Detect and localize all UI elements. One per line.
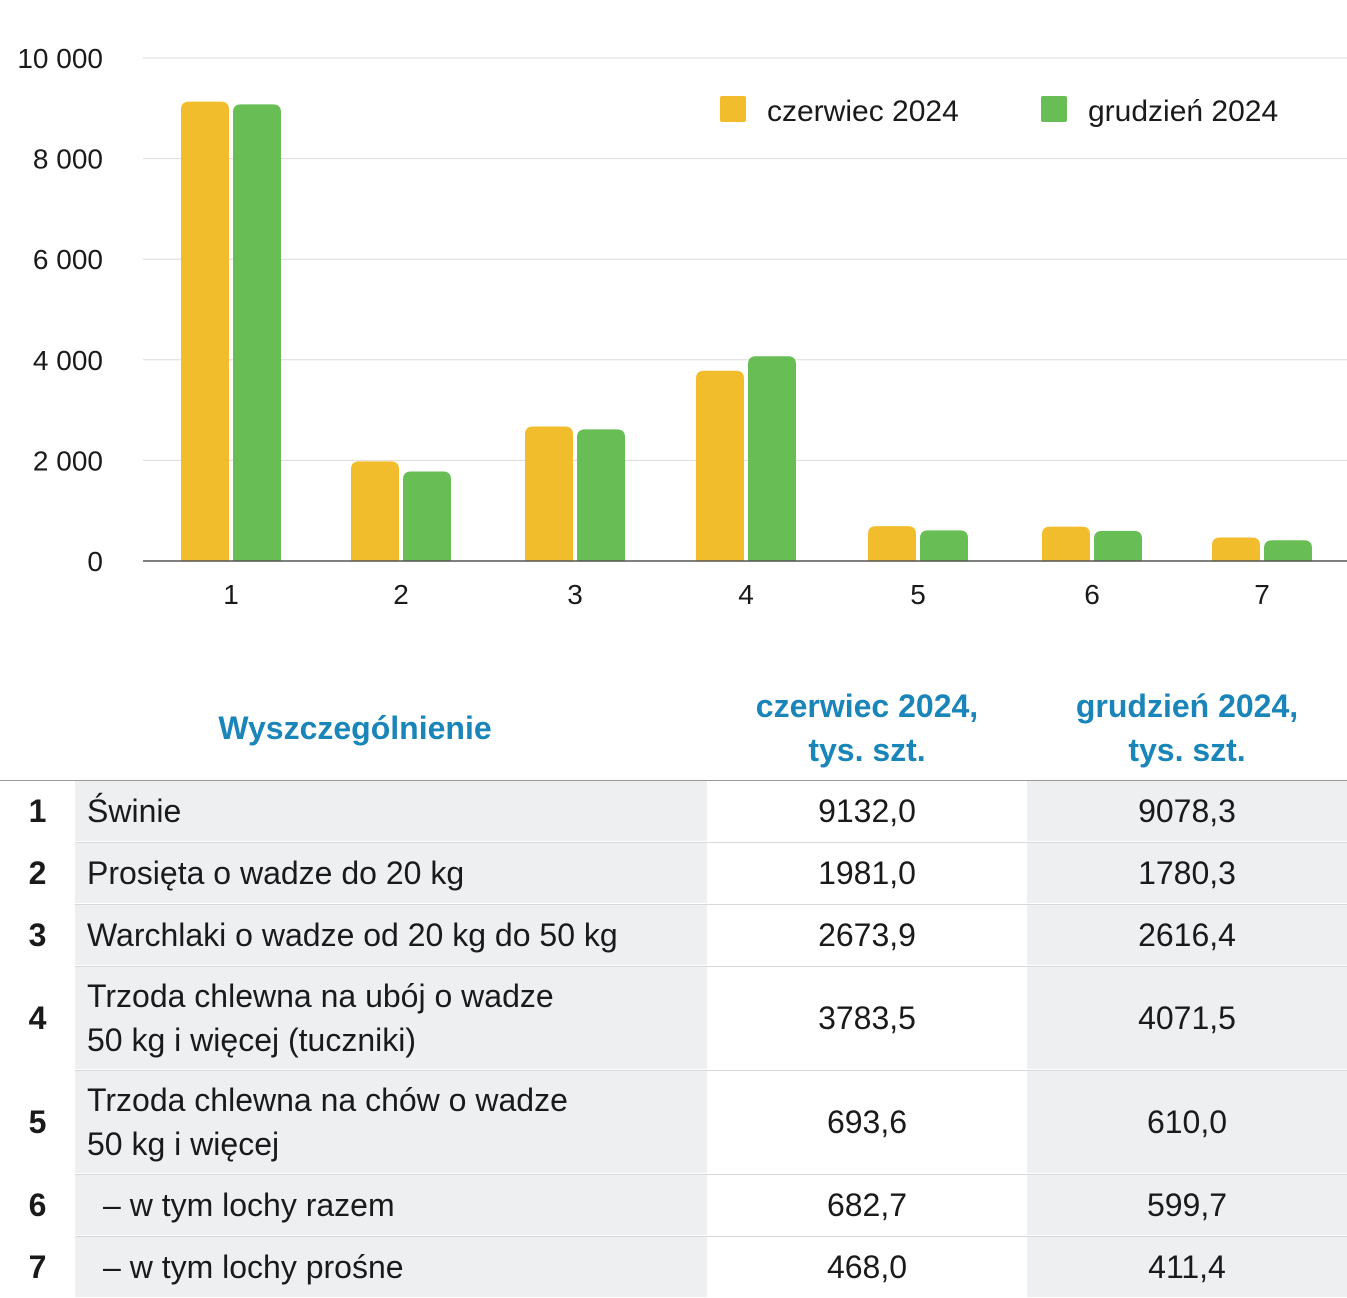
value-grudzien: 1780,3 — [1027, 843, 1347, 903]
x-axis-ticks: 1 2 3 4 5 6 7 — [223, 579, 1270, 610]
row-name-line: 50 kg i więcej (tuczniki) — [87, 1022, 416, 1058]
row-name: – w tym lochy prośne — [75, 1237, 707, 1297]
table-row: 6 – w tym lochy razem 682,7 599,7 — [0, 1175, 1347, 1236]
bar-czerwiec-7 — [1212, 537, 1260, 561]
value-grudzien: 9078,3 — [1027, 781, 1347, 841]
y-tick-label: 10 000 — [17, 43, 103, 74]
bar-chart: 0 2 000 4 000 6 000 8 000 10 000 1 2 3 4 5 6 7 czer… — [17, 43, 1347, 610]
row-name-line: Prosięta o wadze do 20 kg — [87, 855, 465, 891]
bar-grudzien-3 — [577, 429, 625, 561]
x-tick-label: 4 — [738, 579, 754, 610]
row-number: 1 — [0, 781, 75, 841]
y-tick-label: 4 000 — [33, 345, 103, 376]
table-row: 2 Prosięta o wadze do 20 kg 1981,0 1780,3 — [0, 843, 1347, 904]
row-name-line: 50 kg i więcej — [87, 1126, 280, 1162]
x-tick-label: 7 — [1254, 579, 1270, 610]
header-col2: grudzień 2024, tys. szt. — [1027, 684, 1347, 772]
row-name-line: Warchlaki o wadze od 20 kg do 50 kg — [87, 917, 618, 953]
table-body: 1 Świnie 9132,0 9078,3 2 Prosięta o wadze do … — [0, 781, 1347, 1298]
y-tick-label: 0 — [87, 546, 103, 577]
value-grudzien: 610,0 — [1027, 1071, 1347, 1173]
row-number: 2 — [0, 843, 75, 903]
value-czerwiec: 682,7 — [707, 1175, 1027, 1235]
value-czerwiec: 9132,0 — [707, 781, 1027, 841]
value-czerwiec: 1981,0 — [707, 843, 1027, 903]
value-grudzien: 4071,5 — [1027, 967, 1347, 1069]
bar-grudzien-6 — [1094, 530, 1142, 561]
value-czerwiec: 693,6 — [707, 1071, 1027, 1173]
legend-label-czerwiec: czerwiec 2024 — [767, 95, 959, 128]
y-tick-label: 6 000 — [33, 244, 103, 275]
row-number: 3 — [0, 905, 75, 965]
row-number: 7 — [0, 1237, 75, 1297]
y-axis-ticks: 0 2 000 4 000 6 000 8 000 10 000 — [17, 43, 103, 577]
x-tick-label: 5 — [910, 579, 926, 610]
legend-swatch-grudzien — [1041, 96, 1067, 122]
bar-czerwiec-6 — [1042, 526, 1090, 561]
row-name: Świnie — [75, 781, 707, 841]
bar-grudzien-5 — [920, 530, 968, 561]
row-name: Warchlaki o wadze od 20 kg do 50 kg — [75, 905, 707, 965]
row-name: Prosięta o wadze do 20 kg — [75, 843, 707, 903]
bar-czerwiec-3 — [525, 426, 573, 561]
legend-swatch-czerwiec — [720, 96, 746, 122]
chart-legend: czerwiec 2024 grudzień 2024 — [720, 95, 1278, 128]
header-col1-line2: tys. szt. — [808, 732, 926, 768]
bar-grudzien-1 — [233, 104, 281, 561]
row-name: Trzoda chlewna na ubój o wadze 50 kg i wi… — [75, 967, 707, 1069]
header-col2-line2: tys. szt. — [1128, 732, 1246, 768]
row-name-line: Trzoda chlewna na chów o wadze — [87, 1082, 568, 1118]
bar-grudzien-4 — [748, 356, 796, 561]
x-tick-label: 6 — [1084, 579, 1100, 610]
value-czerwiec: 2673,9 — [707, 905, 1027, 965]
x-tick-label: 1 — [223, 579, 239, 610]
row-name-line: – w tym lochy razem — [87, 1187, 395, 1223]
bar-grudzien-2 — [403, 471, 451, 561]
value-czerwiec: 468,0 — [707, 1237, 1027, 1297]
row-separator — [75, 842, 1347, 843]
chart-bars — [181, 101, 1312, 561]
table-row: 5 Trzoda chlewna na chów o wadze 50 kg i w… — [0, 1071, 1347, 1174]
header-col1: czerwiec 2024, tys. szt. — [707, 684, 1027, 772]
bar-grudzien-7 — [1264, 540, 1312, 561]
table-header: Wyszczególnienie czerwiec 2024, tys. szt… — [0, 680, 1347, 781]
table-row: 1 Świnie 9132,0 9078,3 — [0, 781, 1347, 842]
header-name: Wyszczególnienie — [218, 710, 492, 746]
x-tick-label: 3 — [567, 579, 583, 610]
row-separator — [75, 1070, 1347, 1071]
y-tick-label: 8 000 — [33, 144, 103, 175]
legend-label-grudzien: grudzień 2024 — [1088, 95, 1278, 128]
table-row: 3 Warchlaki o wadze od 20 kg do 50 kg 2673… — [0, 905, 1347, 966]
row-separator — [75, 904, 1347, 905]
row-name-line: Świnie — [87, 793, 182, 829]
row-name-line: – w tym lochy prośne — [87, 1249, 404, 1285]
value-czerwiec: 3783,5 — [707, 967, 1027, 1069]
row-separator — [75, 966, 1347, 967]
value-grudzien: 411,4 — [1027, 1237, 1347, 1297]
table-row: 4 Trzoda chlewna na ubój o wadze 50 kg i w… — [0, 967, 1347, 1070]
row-separator — [75, 1174, 1347, 1175]
row-number: 5 — [0, 1071, 75, 1173]
row-name-line: Trzoda chlewna na ubój o wadze — [87, 978, 554, 1014]
row-name: Trzoda chlewna na chów o wadze 50 kg i wi… — [75, 1071, 707, 1173]
header-col2-line1: grudzień 2024, — [1075, 688, 1299, 724]
value-grudzien: 599,7 — [1027, 1175, 1347, 1235]
row-number: 6 — [0, 1175, 75, 1235]
bar-czerwiec-5 — [868, 526, 916, 561]
x-tick-label: 2 — [393, 579, 409, 610]
header-col1-line1: czerwiec 2024, — [755, 688, 979, 724]
table-row: 7 – w tym lochy prośne 468,0 411,4 — [0, 1237, 1347, 1298]
y-tick-label: 2 000 — [33, 445, 103, 476]
row-separator — [75, 1236, 1347, 1237]
bar-czerwiec-4 — [696, 370, 744, 561]
row-name: – w tym lochy razem — [75, 1175, 707, 1235]
chart-gridlines — [143, 57, 1347, 461]
bar-czerwiec-2 — [351, 461, 399, 561]
value-grudzien: 2616,4 — [1027, 905, 1347, 965]
row-number: 4 — [0, 967, 75, 1069]
bar-czerwiec-1 — [181, 101, 229, 561]
data-table: Wyszczególnienie czerwiec 2024, tys. szt… — [0, 680, 1347, 1298]
